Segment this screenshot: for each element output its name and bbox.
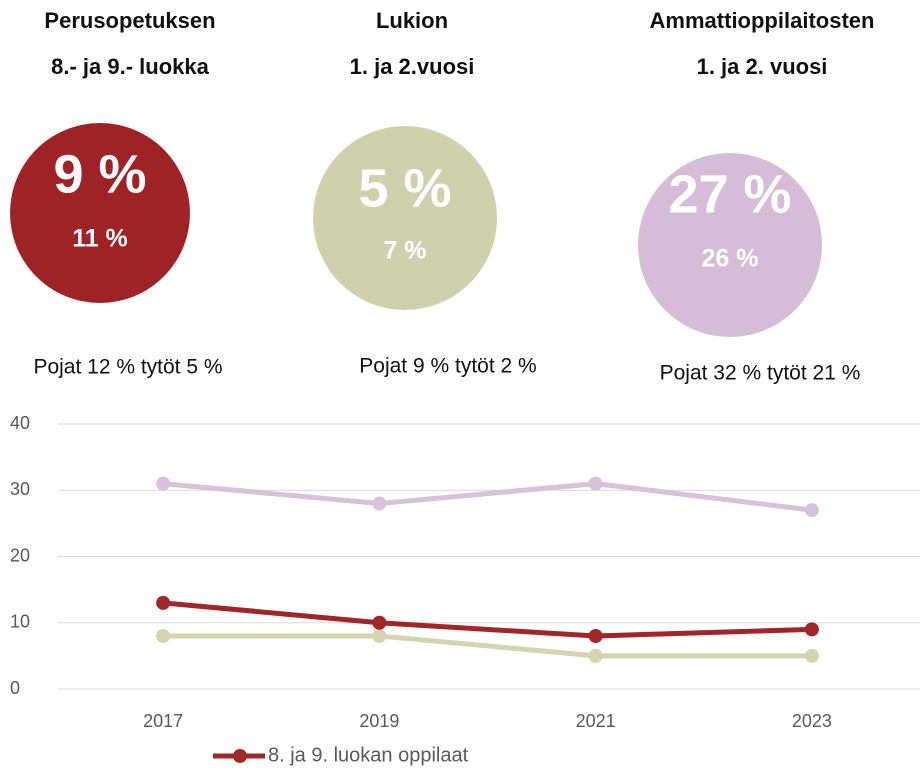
x-tick-label: 2023 — [792, 711, 832, 731]
panel-caption: Pojat 12 % tytöt 5 % — [33, 356, 222, 379]
panel-sub: 7 % — [383, 237, 426, 265]
panel-caption: Pojat 32 % tytöt 21 % — [660, 362, 861, 385]
x-tick-label: 2021 — [576, 711, 616, 731]
data-point — [156, 476, 171, 491]
panel-circle — [313, 126, 497, 310]
y-tick-label: 10 — [10, 612, 30, 632]
panel-title: Lukion — [376, 8, 448, 33]
data-point — [804, 622, 819, 637]
series-line — [163, 633, 812, 659]
panel-circle — [638, 153, 822, 337]
legend-marker — [233, 749, 247, 763]
panel-title: 1. ja 2.vuosi — [350, 54, 475, 79]
panel-main: 5 % — [358, 158, 451, 218]
series-line — [162, 481, 813, 513]
data-point — [588, 629, 603, 643]
panel-main: 9 % — [53, 144, 146, 204]
data-point — [804, 503, 819, 518]
data-point — [588, 476, 603, 491]
data-point — [372, 615, 387, 630]
panel-sub: 26 % — [702, 245, 759, 273]
panel-caption: Pojat 9 % tytöt 2 % — [359, 355, 536, 378]
data-point — [372, 496, 387, 511]
data-point — [156, 595, 171, 610]
panel-title: Perusopetuksen — [44, 8, 215, 33]
data-point — [588, 648, 603, 663]
y-tick-label: 40 — [10, 413, 30, 433]
data-point — [372, 629, 387, 643]
panel-title: Ammattioppilaitosten — [650, 8, 875, 33]
y-tick-label: 0 — [10, 678, 20, 698]
y-tick-label: 30 — [10, 479, 30, 499]
x-tick-label: 2019 — [359, 711, 399, 731]
panel-title: 1. ja 2. vuosi — [697, 54, 828, 79]
series-line — [162, 600, 812, 639]
data-point — [156, 629, 171, 643]
panel-main: 27 % — [668, 164, 791, 224]
panel-sub: 11 % — [72, 225, 128, 253]
legend-label: 8. ja 9. luokan oppilaat — [268, 744, 469, 766]
data-point — [804, 648, 819, 663]
panel-circle — [10, 123, 190, 303]
panel-title: 8.- ja 9.- luokka — [51, 54, 209, 79]
y-tick-label: 20 — [10, 545, 30, 565]
x-tick-label: 2017 — [143, 711, 183, 731]
